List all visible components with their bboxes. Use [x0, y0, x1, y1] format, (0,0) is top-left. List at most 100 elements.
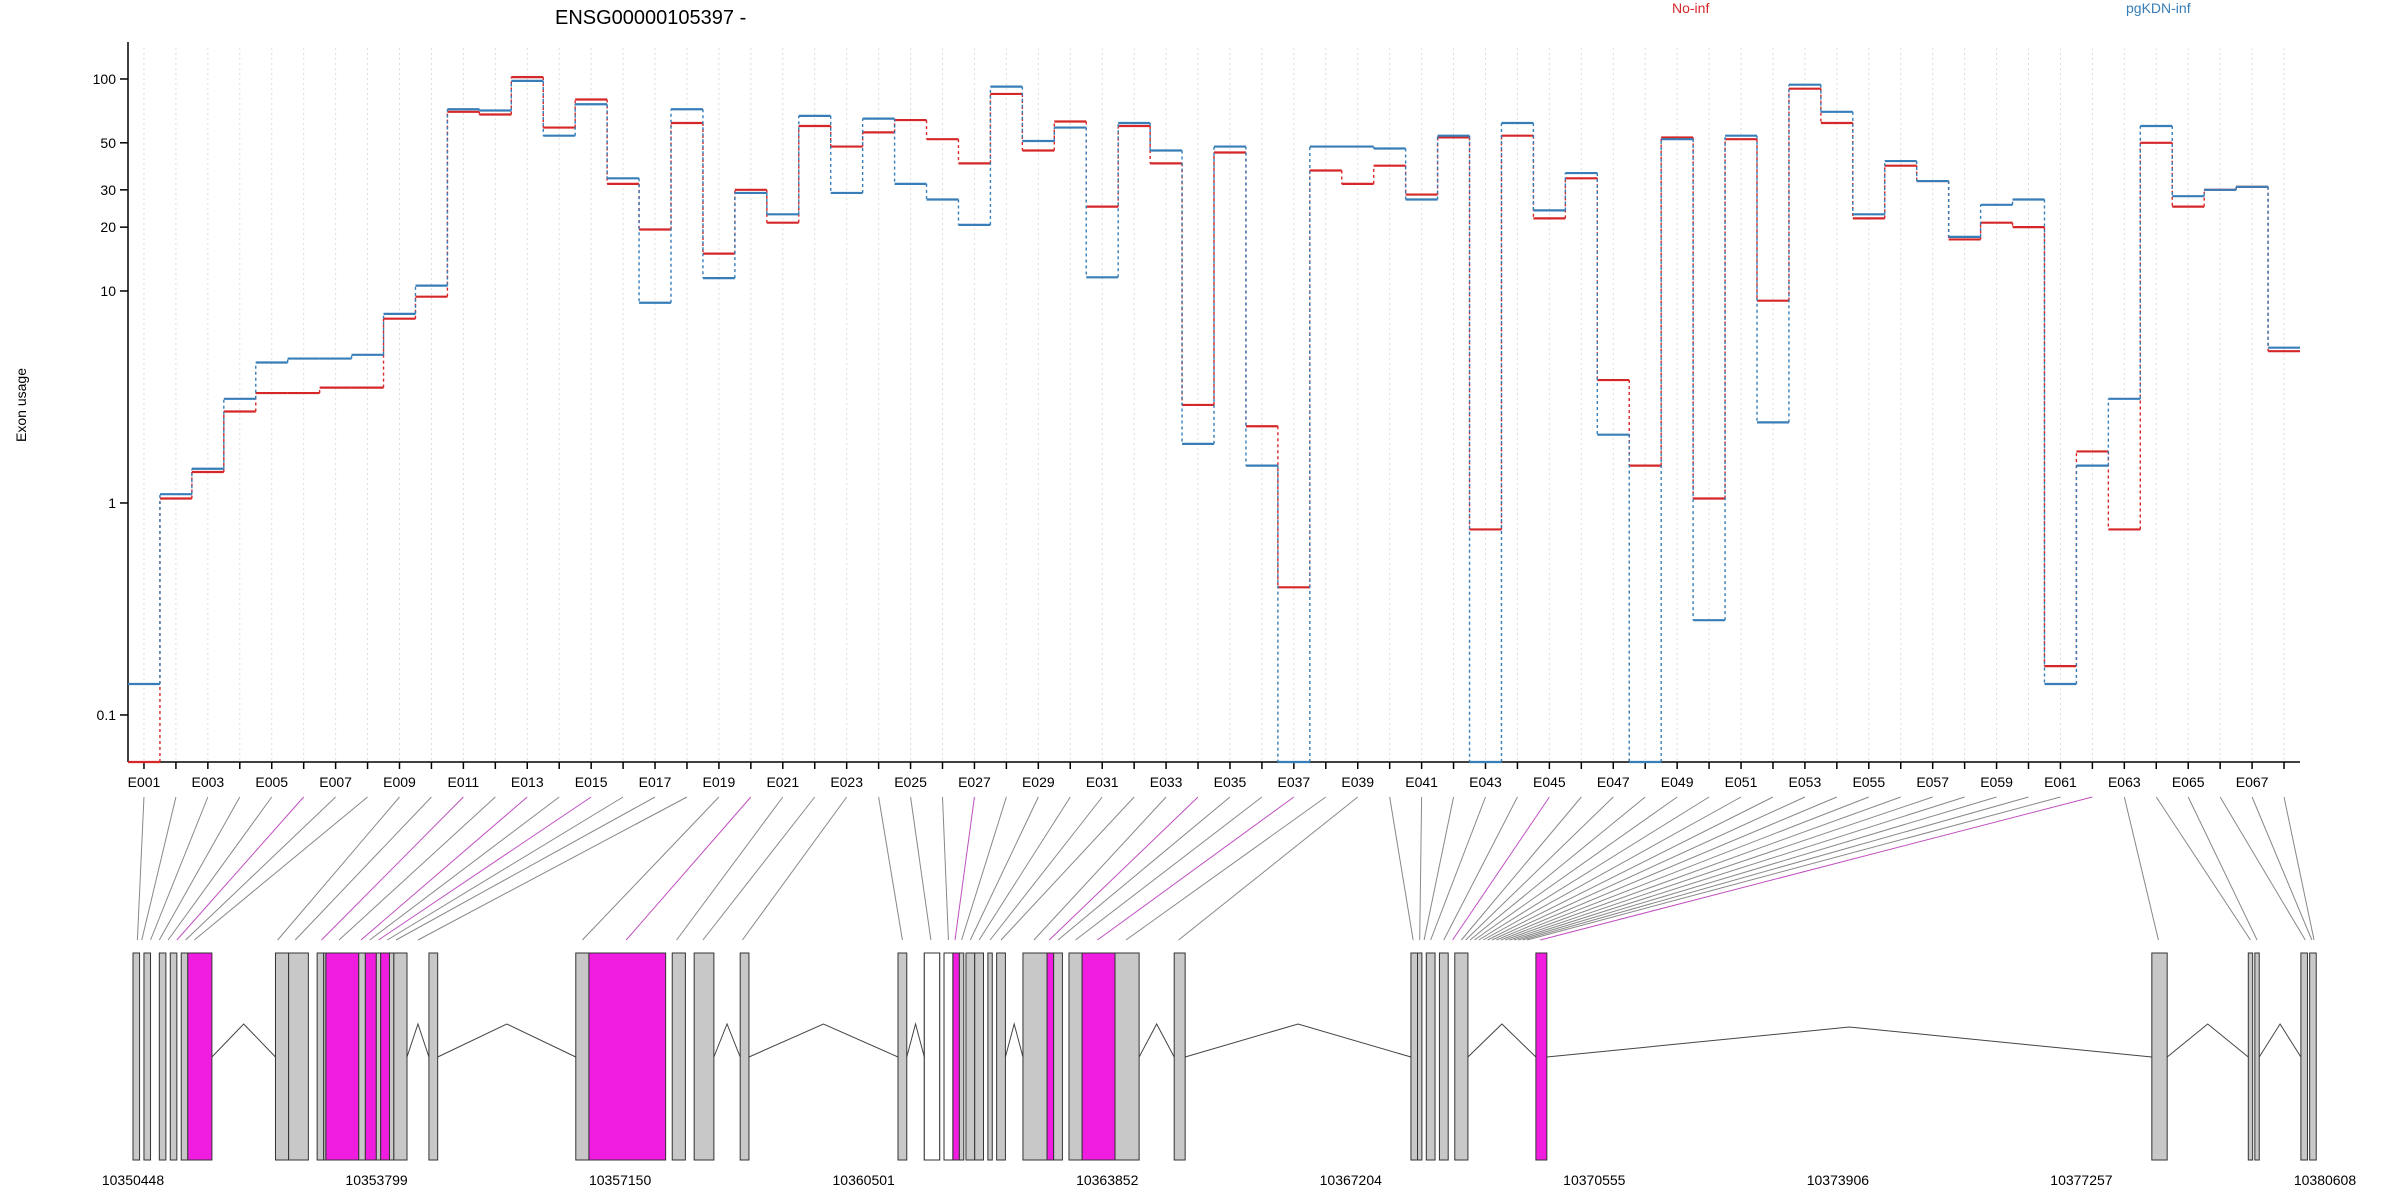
- legend-no-inf: No-inf: [1672, 0, 1709, 16]
- y-tick-label: 50: [100, 135, 116, 151]
- exon-box: [2151, 952, 2168, 1161]
- exon-connector: [176, 796, 305, 941]
- x-tick-label: E055: [1852, 774, 1885, 790]
- exon-box: [388, 952, 395, 1161]
- coordinate-label: 10353799: [345, 1172, 408, 1188]
- x-tick-label: E029: [1022, 774, 1055, 790]
- intron-line: [211, 1023, 276, 1058]
- exon-connector: [167, 796, 273, 941]
- exon-connector: [378, 796, 592, 941]
- intron-line: [2166, 1023, 2249, 1058]
- exon-connector: [1465, 796, 1614, 941]
- exon-connector: [1075, 796, 1263, 941]
- coordinate-label: 10373906: [1807, 1172, 1870, 1188]
- exon-connector: [387, 796, 624, 941]
- exon-connector: [1518, 796, 1997, 941]
- exon-highlighted: [325, 952, 360, 1161]
- exon-connector: [1419, 796, 1423, 941]
- x-tick-label: E009: [383, 774, 416, 790]
- exon-box: [288, 952, 309, 1161]
- exon-highlighted: [380, 952, 390, 1161]
- exon-box: [671, 952, 686, 1161]
- exon-connector: [136, 796, 145, 941]
- x-tick-label: E025: [894, 774, 927, 790]
- exon-connector: [2283, 796, 2315, 941]
- exon-connector: [150, 796, 209, 941]
- exon-connector: [1057, 796, 1231, 941]
- coordinate-axis: 10350448 10353799 10357150 10360501 10363852…: [102, 1172, 2357, 1188]
- exon-connector: [395, 796, 656, 941]
- exon-box: [132, 952, 141, 1161]
- exon-box: [739, 952, 750, 1161]
- exon-connector: [702, 796, 816, 941]
- exon-connector: [1178, 796, 1359, 941]
- x-tick-label: E027: [958, 774, 991, 790]
- x-tick-label: E057: [1916, 774, 1949, 790]
- y-tick-label: 0.1: [97, 707, 117, 723]
- exon-connector: [741, 796, 848, 941]
- grid-lines: [143, 48, 2285, 762]
- exon-connector: [961, 796, 1007, 941]
- x-tick-label: E015: [575, 774, 608, 790]
- coordinate-label: 10380608: [2294, 1172, 2357, 1188]
- x-tick-label: E039: [1341, 774, 1374, 790]
- coordinate-label: 10377257: [2050, 1172, 2113, 1188]
- exon-box: [1022, 952, 1048, 1161]
- exon-connector: [2155, 796, 2251, 941]
- exon-box: [693, 952, 715, 1161]
- x-tick-label: E003: [192, 774, 225, 790]
- exon-connector: [910, 796, 932, 941]
- x-tick-label: E049: [1661, 774, 1694, 790]
- x-tick-label: E033: [1150, 774, 1183, 790]
- exon-connector: [1097, 796, 1295, 941]
- exon-connector: [1389, 796, 1414, 941]
- x-tick-label: E017: [639, 774, 672, 790]
- exon-connector: [2219, 796, 2306, 941]
- x-tick-label: E051: [1725, 774, 1758, 790]
- exon-connector: [369, 796, 560, 941]
- exon-box: [1417, 952, 1423, 1161]
- exon-connector: [294, 796, 432, 941]
- intron-line: [1185, 1023, 1412, 1058]
- exon-connector: [1522, 796, 2029, 941]
- x-tick-label: E067: [2236, 774, 2269, 790]
- exon-box: [1173, 952, 1186, 1161]
- exon-box: [897, 952, 908, 1161]
- exon-connector: [2251, 796, 2313, 941]
- exon-connector: [185, 796, 336, 941]
- x-tick-label: E023: [830, 774, 863, 790]
- exon-highlighted: [588, 952, 667, 1161]
- exon-connector: [1491, 796, 1806, 941]
- x-tick-label: E005: [255, 774, 288, 790]
- x-tick-label: E063: [2108, 774, 2141, 790]
- exon-connector: [194, 796, 368, 941]
- coordinate-label: 10360501: [833, 1172, 896, 1188]
- x-tick-label: E041: [1405, 774, 1438, 790]
- exon-box: [274, 952, 290, 1161]
- chart-title: ENSG00000105397 -: [555, 7, 746, 29]
- exon-connector: [989, 796, 1103, 941]
- x-tick-label: E007: [319, 774, 352, 790]
- exon-connector: [321, 796, 464, 941]
- exon-connector: [2187, 796, 2258, 941]
- exon-highlighted: [187, 952, 213, 1161]
- exon-box: [180, 952, 189, 1161]
- y-tick-label: 10: [100, 283, 116, 299]
- intron-line: [1546, 1026, 2152, 1058]
- exon-box: [958, 952, 965, 1161]
- intron-line: [713, 1022, 741, 1058]
- y-tick-label: 30: [100, 182, 116, 198]
- x-tick-label: E019: [703, 774, 736, 790]
- exon-box: [1410, 952, 1419, 1161]
- exon-box: [1438, 952, 1449, 1161]
- exon-box: [987, 952, 993, 1161]
- coordinate-label: 10370555: [1563, 1172, 1626, 1188]
- exon-box: [143, 952, 152, 1161]
- x-axis: E001 E003 E005 E007 E009 E011 E013 E015 E017 E019…: [128, 761, 2300, 790]
- exon-connector: [1033, 796, 1167, 941]
- exon-connector: [158, 796, 241, 941]
- exon-box: [316, 952, 325, 1161]
- connector-lines: [136, 796, 2315, 941]
- exon-box: [1068, 952, 1083, 1161]
- intron-line: [2258, 1023, 2302, 1058]
